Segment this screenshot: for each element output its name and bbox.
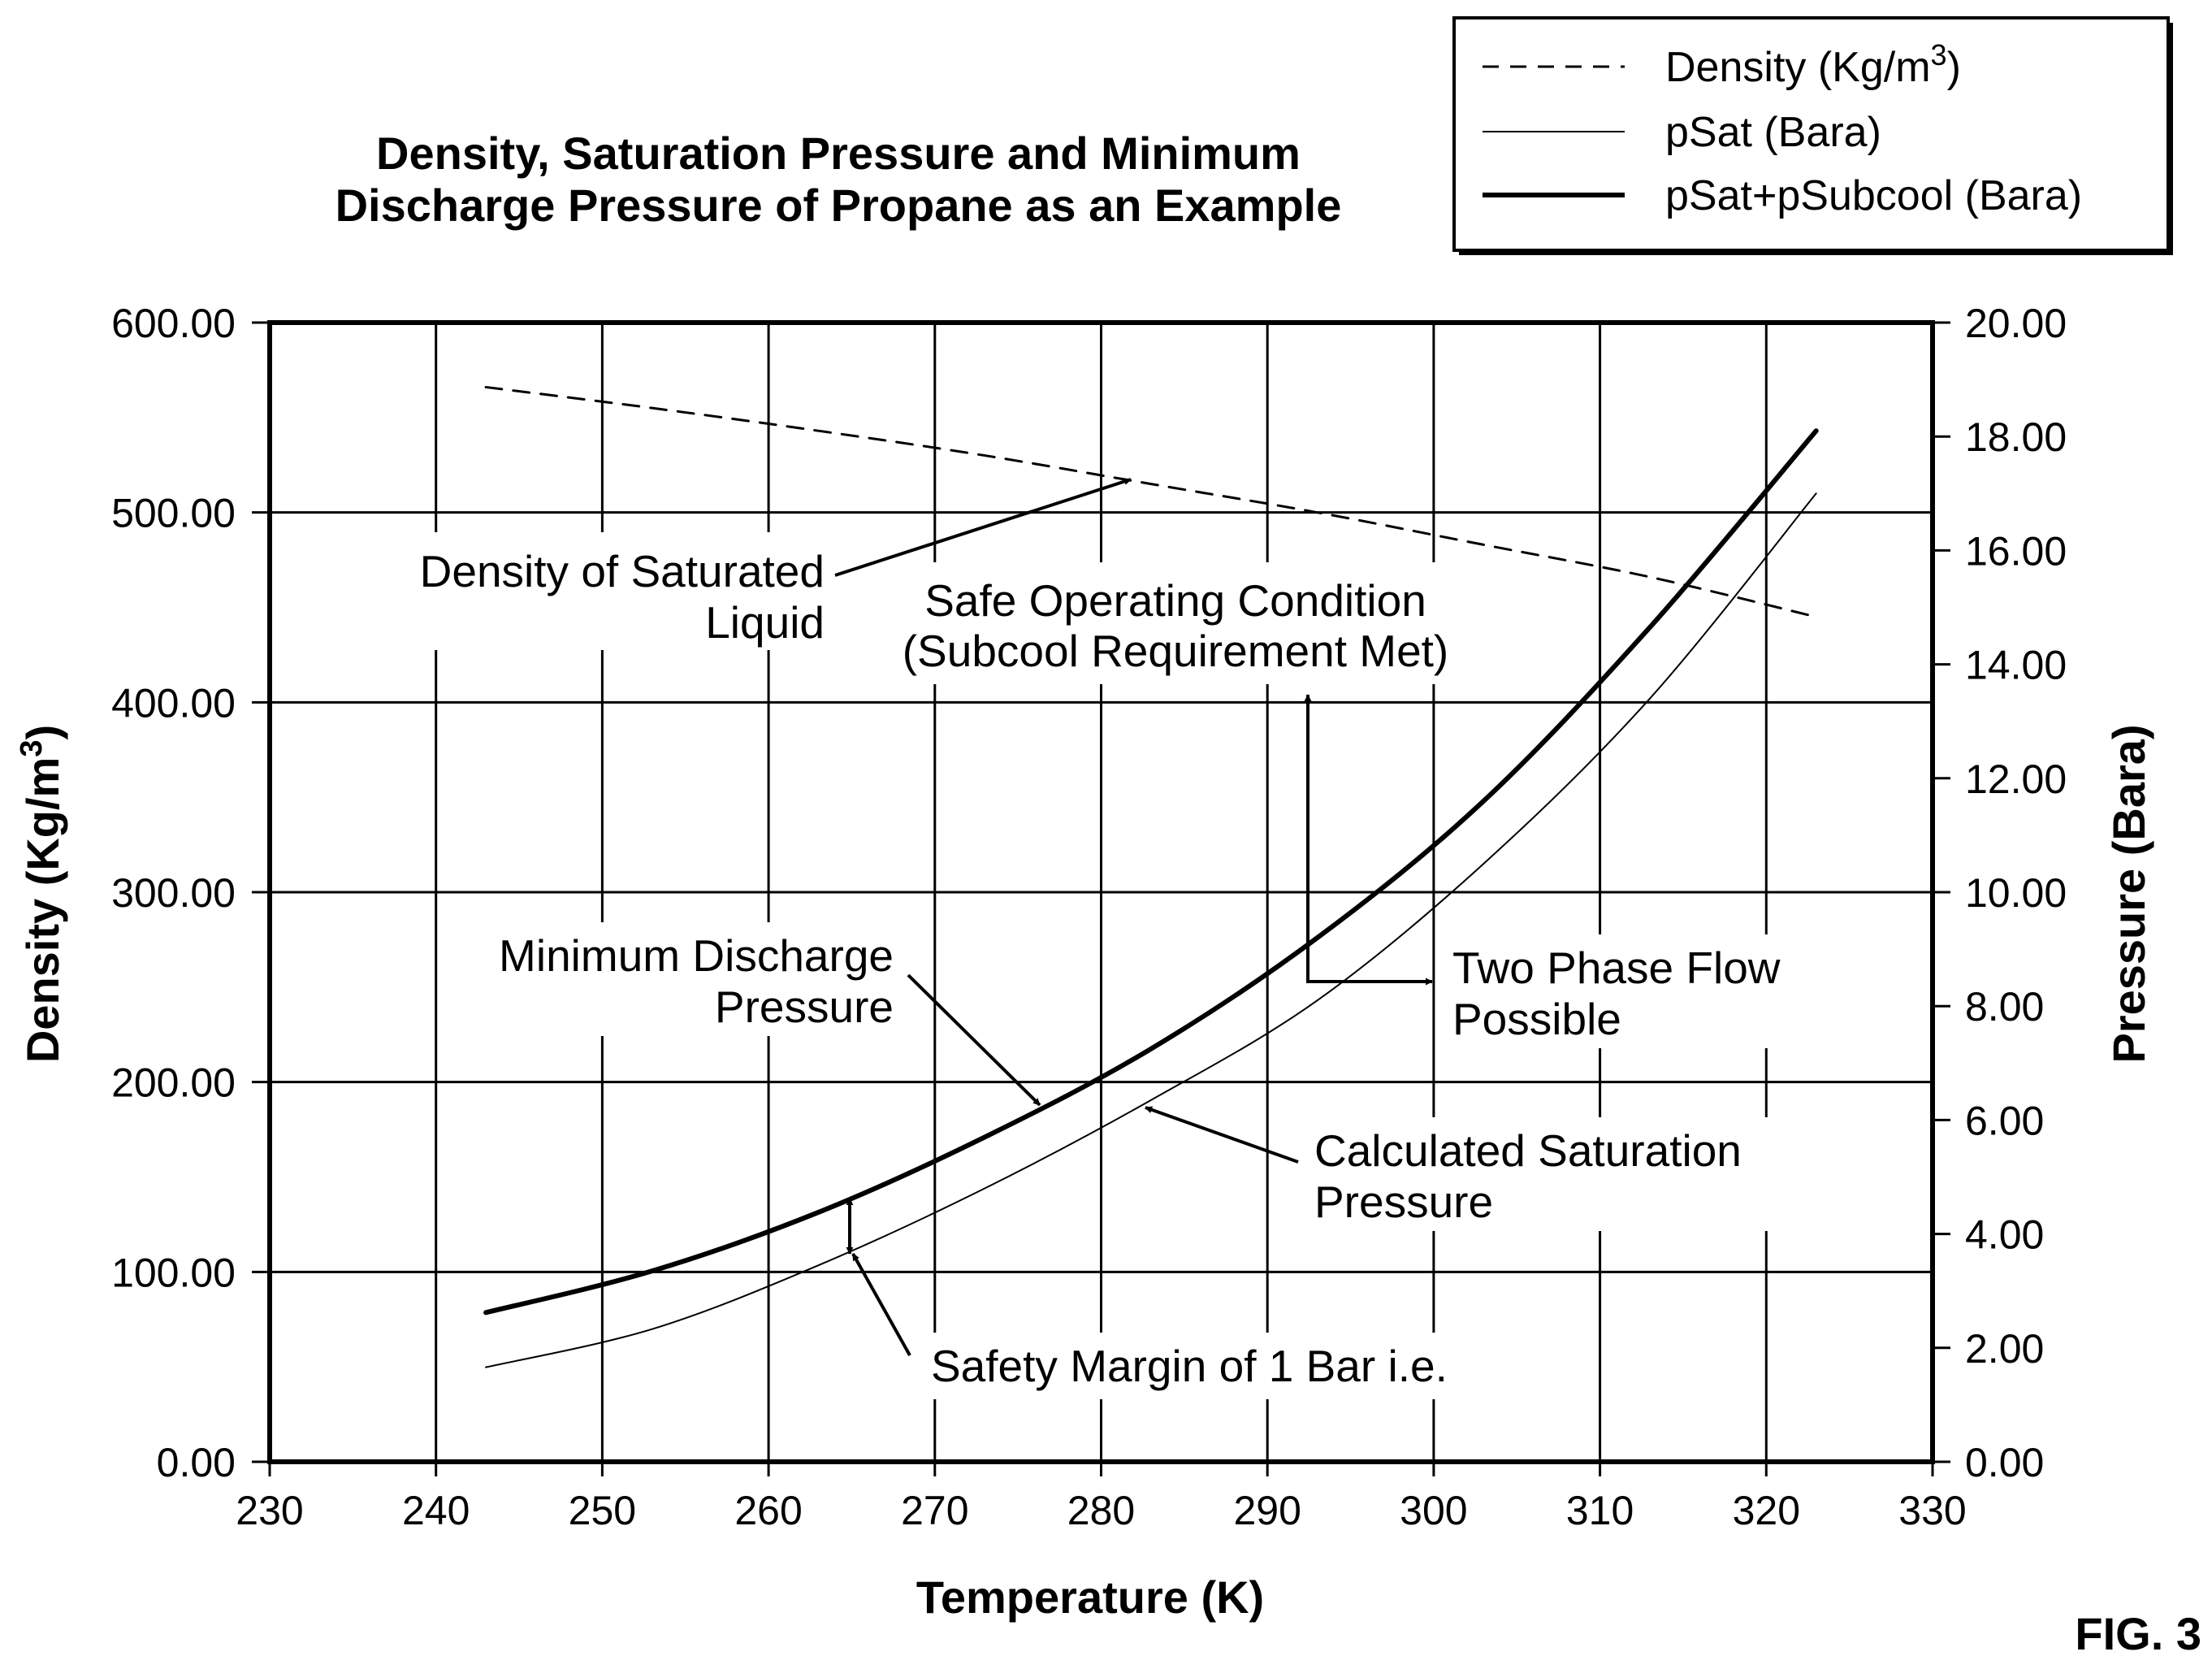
x-axis-title: Temperature (K) (916, 1571, 1264, 1623)
annotation-two-phase-line-2: Possible (1452, 994, 1621, 1044)
x-tick-label: 310 (1566, 1488, 1634, 1533)
x-tick-label: 250 (569, 1488, 636, 1533)
x-tick-label: 240 (402, 1488, 470, 1533)
annotation-density-line-2: Liquid (705, 597, 825, 648)
arrow-safe-two-phase (1304, 694, 1433, 986)
x-tick-label: 320 (1733, 1488, 1800, 1533)
annotation-safety-margin: Safety Margin of 1 Bar i.e. (920, 1333, 1537, 1399)
y-right-tick-label: 2.00 (1965, 1326, 2044, 1372)
y-right-tick-label: 10.00 (1965, 870, 2067, 916)
annotation-calc-saturation: Calculated Saturation Pressure (1305, 1117, 1810, 1231)
annotation-two-phase-line-1: Two Phase Flow (1452, 943, 1781, 993)
y-right-tick-label: 14.00 (1965, 643, 2067, 688)
series-psat-line (485, 492, 1817, 1368)
series-layer (483, 385, 1819, 1368)
y-left-tick-label: 400.00 (111, 680, 236, 726)
x-tick-label: 260 (734, 1488, 802, 1533)
annotation-two-phase: Two Phase Flow Possible (1443, 934, 1846, 1048)
y-left-tick-label: 300.00 (111, 870, 236, 916)
y-left-tick-label: 0.00 (157, 1440, 236, 1485)
annotation-safe-line-2: (Subcool Requirement Met) (903, 626, 1449, 676)
y-left-tick-label: 100.00 (111, 1250, 236, 1295)
y-axis-right-title: Pressure (Bara) (2103, 724, 2154, 1063)
chart-title-line-1: Density, Saturation Pressure and Minimum (376, 128, 1301, 179)
y-left-tick-label: 600.00 (111, 301, 236, 346)
arrow-min-discharge (907, 973, 1041, 1107)
arrow-calc-saturation (1145, 1106, 1299, 1164)
x-tick-label: 330 (1898, 1488, 1966, 1533)
annotation-safe-operating: Safe Operating Condition (Subcool Requir… (855, 562, 1496, 684)
y-left-tick-label: 500.00 (111, 491, 236, 536)
annotation-density: Density of Saturated Liquid (351, 532, 838, 650)
annotation-min-discharge-line-1: Minimum Discharge (499, 930, 894, 981)
x-tick-label: 300 (1400, 1488, 1467, 1533)
chart-title-line-2: Discharge Pressure of Propane as an Exam… (335, 180, 1342, 231)
legend-label-psat-subcool: pSat+pSubcool (Bara) (1665, 172, 2082, 219)
y-right-tick-label: 18.00 (1965, 414, 2067, 460)
annotation-calc-saturation-line-1: Calculated Saturation (1314, 1125, 1742, 1176)
annotation-arrows (834, 478, 1433, 1356)
arrow-density (834, 478, 1132, 577)
y-right-tick-label: 12.00 (1965, 756, 2067, 802)
annotation-min-discharge-line-2: Pressure (715, 982, 894, 1032)
y-left-tick-label: 200.00 (111, 1060, 236, 1106)
x-tick-label: 230 (236, 1488, 303, 1533)
x-tick-label: 270 (901, 1488, 968, 1533)
y-right-tick-label: 8.00 (1965, 984, 2044, 1030)
annotation-density-line-1: Density of Saturated (420, 546, 825, 596)
y-right-tick-label: 0.00 (1965, 1440, 2044, 1485)
annotation-safety-margin-line-1: Safety Margin of 1 Bar i.e. (931, 1341, 1448, 1391)
annotation-min-discharge: Minimum Discharge Pressure (440, 922, 903, 1036)
x-tick-label: 290 (1233, 1488, 1301, 1533)
legend-label-density: Density (Kg/m3) (1665, 38, 1961, 92)
figure-label: FIG. 3 (2075, 1608, 2201, 1659)
x-tick-label: 280 (1067, 1488, 1135, 1533)
y-right-tick-label: 6.00 (1965, 1098, 2044, 1143)
series-density-line (484, 385, 1818, 618)
annotation-calc-saturation-line-2: Pressure (1314, 1177, 1493, 1227)
series-psat-subcool-line (483, 428, 1819, 1316)
legend: Density (Kg/m3) pSat (Bara) pSat+pSubcoo… (1452, 16, 2173, 255)
ticks: 230 240 250 260 270 280 290 300 310 320 3300.00100… (111, 301, 2067, 1533)
legend-label-psat: pSat (Bara) (1665, 109, 1881, 156)
y-right-tick-label: 16.00 (1965, 528, 2067, 574)
y-right-tick-label: 20.00 (1965, 301, 2067, 346)
grid (270, 323, 1933, 1462)
annotation-safe-line-1: Safe Operating Condition (924, 575, 1426, 626)
arrow-safety-margin (851, 1253, 911, 1356)
y-axis-left-title: Density (Kg/m3) (15, 725, 68, 1063)
legend-box (1452, 16, 2170, 252)
y-right-tick-label: 4.00 (1965, 1212, 2044, 1258)
